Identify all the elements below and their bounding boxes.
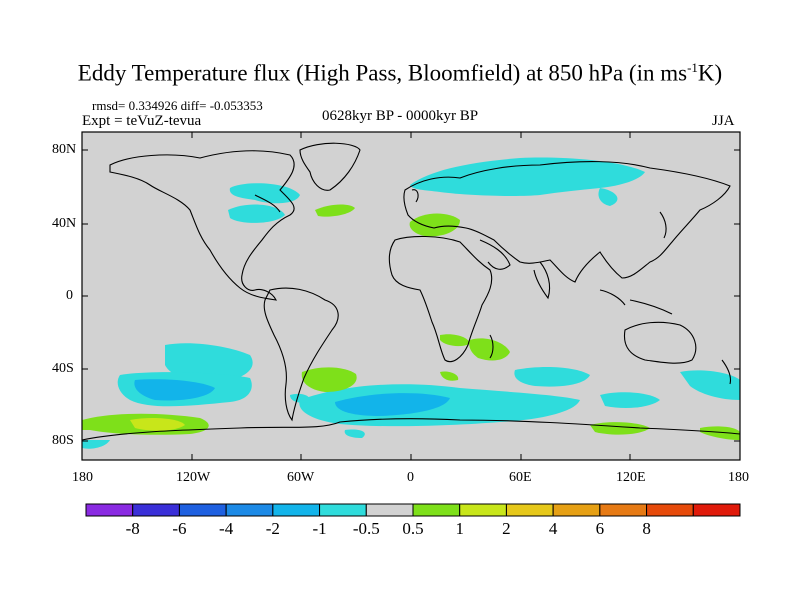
lon-label-180w: 180 <box>72 470 93 485</box>
colorbar-box <box>412 503 461 517</box>
colorbar-label: 4 <box>548 519 558 538</box>
season-label: JJA <box>712 113 735 129</box>
stats-text: rmsd= 0.334926 diff= -0.053353 <box>92 98 263 113</box>
positive-anomaly-regions <box>82 204 740 440</box>
lon-label-180e: 180 <box>728 470 749 485</box>
colorbar-box <box>692 503 741 517</box>
colorbar-box <box>132 503 180 517</box>
colorbar-box <box>365 503 414 517</box>
colorbar-box <box>599 503 648 517</box>
colorbar-box <box>552 503 601 517</box>
lon-label-0: 0 <box>407 470 414 485</box>
colorbar-box <box>505 503 554 517</box>
colorbar-box <box>225 503 274 517</box>
colorbar-label: -8 <box>125 519 140 538</box>
colorbar-box <box>319 503 367 517</box>
colorbar-box <box>85 503 134 517</box>
colorbar-label: -2 <box>265 519 280 538</box>
colorbar-label: -6 <box>172 519 187 538</box>
colorbar-box <box>178 503 227 517</box>
colorbar-box <box>459 503 507 517</box>
colorbar <box>85 503 741 517</box>
axis-ticks <box>82 132 740 460</box>
colorbar-label: 2 <box>502 519 511 538</box>
colorbar-label: 6 <box>595 519 605 538</box>
negative-anomaly-regions <box>82 157 740 449</box>
colorbar-label: -1 <box>312 519 327 538</box>
lat-label-0: 0 <box>66 288 73 303</box>
colorbar-box <box>272 503 321 517</box>
lon-label-60e: 60E <box>509 470 532 485</box>
lat-label-40s: 40S <box>52 361 74 376</box>
coastlines <box>82 142 740 441</box>
colorbar-label: 0.5 <box>402 519 424 538</box>
colorbar-box <box>646 503 694 517</box>
lat-label-40n: 40N <box>52 216 77 231</box>
experiment-label: Expt = teVuZ-tevua <box>82 113 202 129</box>
map-title: Eddy Temperature flux (High Pass, Bloomf… <box>77 60 723 86</box>
lat-label-80s: 80S <box>52 433 74 448</box>
lon-label-120w: 120W <box>176 470 211 485</box>
colorbar-label: 8 <box>642 519 651 538</box>
lon-label-60w: 60W <box>287 470 315 485</box>
colorbar-label: -0.5 <box>352 519 380 538</box>
period-label: 0628kyr BP - 0000kyr BP <box>322 108 479 124</box>
colorbar-label: 1 <box>455 519 464 538</box>
lon-label-120e: 120E <box>616 470 646 485</box>
lat-label-80n: 80N <box>52 142 77 157</box>
colorbar-label: -4 <box>219 519 234 538</box>
